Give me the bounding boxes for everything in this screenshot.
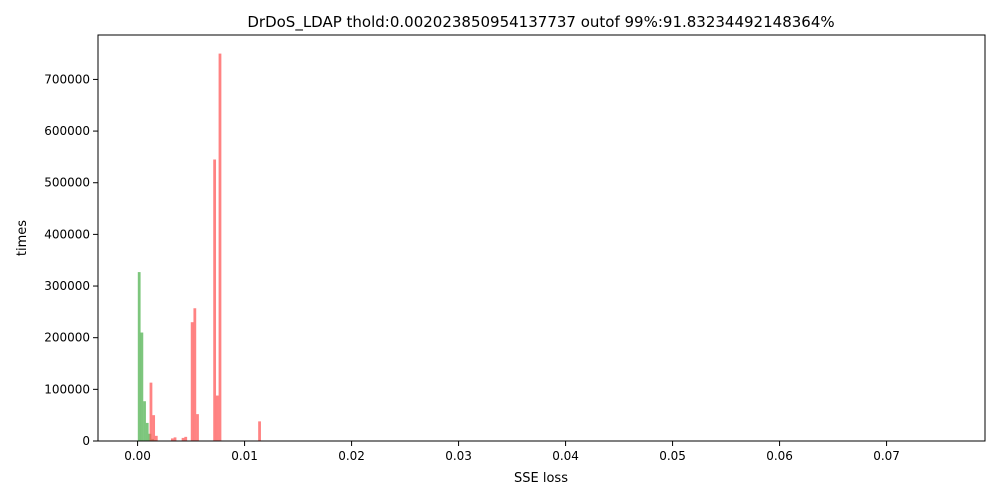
x-axis-label: SSE loss xyxy=(514,471,568,486)
y-tick-label: 600000 xyxy=(44,124,90,138)
x-axis: 0.00 0.01 0.02 0.03 0.04 0.05 0.06 0.07 xyxy=(124,441,900,463)
chart-title: DrDoS_LDAP thold:0.002023850954137737 ou… xyxy=(247,13,834,32)
bar-green-0 xyxy=(137,272,141,441)
bar-red-13 xyxy=(258,421,261,441)
x-tick-label: 0.02 xyxy=(338,449,365,463)
bar-green-2 xyxy=(143,401,146,441)
bar-red-5 xyxy=(181,437,185,441)
y-axis: 0 100000 200000 300000 400000 500000 600000 700… xyxy=(44,72,98,448)
y-tick-label: 200000 xyxy=(44,331,90,345)
x-tick-label: 0.04 xyxy=(552,449,579,463)
bar-red-1 xyxy=(152,415,156,441)
y-axis-label: times xyxy=(15,220,30,256)
bar-red-10 xyxy=(213,159,217,441)
bars-layer xyxy=(137,53,261,441)
bar-red-9 xyxy=(196,414,199,441)
y-tick-label: 400000 xyxy=(44,227,90,241)
bar-red-11 xyxy=(215,395,219,441)
x-tick-label: 0.05 xyxy=(659,449,686,463)
bar-green-3 xyxy=(145,422,149,441)
bar-red-8 xyxy=(193,308,197,441)
y-tick-label: 500000 xyxy=(44,176,90,190)
y-tick-label: 700000 xyxy=(44,72,90,86)
plot-frame xyxy=(97,34,986,442)
y-tick-label: 0 xyxy=(82,434,90,448)
bar-red-12 xyxy=(218,53,222,441)
bar-red-2 xyxy=(154,435,158,441)
bar-green-1 xyxy=(140,332,144,441)
bar-red-7 xyxy=(190,322,194,441)
bar-red-6 xyxy=(184,436,188,441)
bar-red-4 xyxy=(173,437,177,441)
y-tick-label: 300000 xyxy=(44,279,90,293)
x-tick-label: 0.07 xyxy=(873,449,900,463)
x-tick-label: 0.00 xyxy=(124,449,151,463)
x-tick-label: 0.03 xyxy=(445,449,472,463)
bar-red-0 xyxy=(149,382,153,441)
x-tick-label: 0.06 xyxy=(766,449,793,463)
x-tick-label: 0.01 xyxy=(231,449,258,463)
y-tick-label: 100000 xyxy=(44,382,90,396)
bar-red-3 xyxy=(170,438,174,441)
